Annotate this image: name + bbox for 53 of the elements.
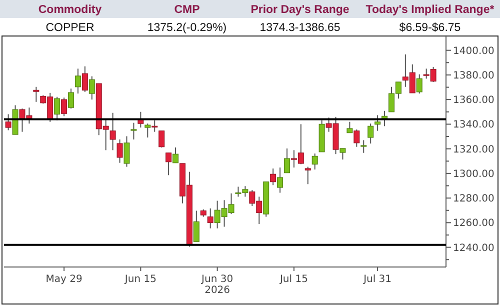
candlestick xyxy=(172,146,179,164)
candlestick xyxy=(304,166,311,185)
text: Today's Implied Range* xyxy=(366,4,495,16)
x-tick-label: May 29 xyxy=(46,274,82,285)
candlestick xyxy=(152,120,158,132)
candlestick xyxy=(130,122,137,140)
candlestick xyxy=(74,68,81,94)
y-tick-label: 1380.00 xyxy=(453,70,494,82)
candlestick xyxy=(110,112,116,151)
x-tick-label: Jul 31 xyxy=(362,274,392,285)
candlestick xyxy=(360,140,367,154)
candlestick xyxy=(354,128,360,148)
y-tick-label: 1300.00 xyxy=(453,168,494,180)
candlestick xyxy=(284,148,290,174)
candlestick xyxy=(124,136,130,168)
y-tick-label: 1320.00 xyxy=(453,144,494,156)
candlestick xyxy=(33,86,40,102)
y-tick-label: 1240.00 xyxy=(453,242,494,254)
candlestick xyxy=(270,168,276,186)
y-tick-label: 1280.00 xyxy=(453,194,494,205)
candlestick xyxy=(82,66,88,92)
y-tick-label: 1260.00 xyxy=(453,218,494,230)
text: 1375.2(-0.29%) xyxy=(147,22,227,34)
text: 1374.3-1386.65 xyxy=(260,22,340,34)
candlestick xyxy=(166,152,172,176)
y-tick-label: 1360.00 xyxy=(453,95,494,106)
candlestick xyxy=(340,148,346,160)
candlestick xyxy=(193,210,200,242)
candlestick xyxy=(144,123,151,138)
candlestick xyxy=(116,138,123,164)
candlestick xyxy=(374,114,381,132)
candlestick xyxy=(277,167,284,194)
candlestick xyxy=(346,121,353,134)
candlestick xyxy=(61,97,68,117)
text: CMP xyxy=(174,4,200,16)
candlestick xyxy=(312,152,318,170)
candlestick xyxy=(68,88,74,110)
text: COPPER xyxy=(46,22,94,34)
x-tick-label: Jun 30 2026 xyxy=(200,274,234,296)
text: Prior Day's Range xyxy=(250,4,350,16)
x-tick-label: Jun 15 xyxy=(124,274,156,285)
candlestick xyxy=(368,123,374,144)
candlestick xyxy=(54,96,60,121)
candlestick xyxy=(416,74,422,94)
y-tick-label: 1400.00 xyxy=(453,46,494,57)
y-tick-label: 1340.00 xyxy=(453,120,494,131)
x-tick-label: Jul 15 xyxy=(278,274,308,285)
candlestick xyxy=(88,76,95,100)
candlestick xyxy=(158,130,165,148)
candlestick xyxy=(5,114,12,131)
text: $6.59-$6.75 xyxy=(399,22,461,34)
candlestick xyxy=(207,208,214,229)
text: Commodity xyxy=(38,4,102,16)
